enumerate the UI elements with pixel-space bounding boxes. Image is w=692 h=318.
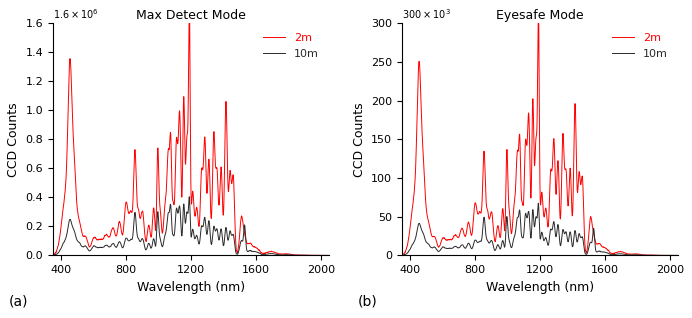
10m [398,253,406,257]
2m [185,0,194,3]
10m [183,210,192,214]
2m [176,114,184,118]
10m [317,253,325,257]
2m [412,150,420,154]
Text: (a): (a) [9,295,28,309]
10m [666,253,674,257]
Text: $300\times10^3$: $300\times10^3$ [402,7,451,21]
2m [325,253,333,257]
10m [185,195,194,199]
10m [49,253,57,257]
10m [412,234,420,238]
2m [666,253,674,257]
2m [532,134,540,138]
2m [183,133,192,136]
Text: $1.6\times10^6$: $1.6\times10^6$ [53,7,99,21]
X-axis label: Wavelength (nm): Wavelength (nm) [137,281,245,294]
Legend: 2m, 10m: 2m, 10m [259,29,324,63]
Line: 2m: 2m [53,2,329,255]
2m [325,253,334,257]
Legend: 2m, 10m: 2m, 10m [608,29,673,63]
Title: Eyesafe Mode: Eyesafe Mode [496,9,584,22]
Line: 10m: 10m [53,197,329,255]
2m [317,253,325,257]
2m [666,253,675,257]
10m [525,211,533,215]
10m [266,252,275,255]
Y-axis label: CCD Counts: CCD Counts [353,102,365,176]
2m [49,252,57,256]
Title: Max Detect Mode: Max Detect Mode [136,9,246,22]
10m [532,215,540,219]
Line: 2m: 2m [402,5,678,255]
2m [534,3,543,7]
10m [615,252,623,256]
X-axis label: Wavelength (nm): Wavelength (nm) [486,281,594,294]
10m [666,253,675,257]
2m [674,253,682,257]
10m [317,253,325,257]
Text: (b): (b) [358,295,378,309]
10m [176,206,184,210]
2m [398,252,406,256]
2m [615,250,623,254]
2m [525,116,533,120]
10m [534,201,543,205]
2m [317,253,325,257]
10m [674,253,682,257]
2m [63,149,71,153]
2m [266,250,275,254]
Y-axis label: CCD Counts: CCD Counts [7,102,20,176]
Line: 10m: 10m [402,203,678,255]
10m [63,232,71,235]
10m [325,253,334,257]
